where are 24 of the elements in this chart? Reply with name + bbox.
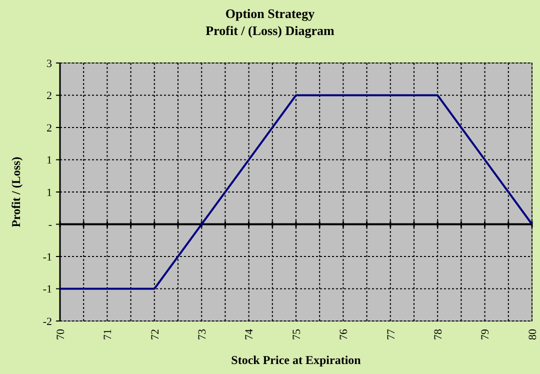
x-tick-label: 80 xyxy=(526,328,539,340)
y-axis-title: Profit / (Loss) xyxy=(9,156,23,228)
x-tick-label: 75 xyxy=(290,328,303,340)
y-tick-label: 2 xyxy=(46,90,52,102)
y-tick-label: - xyxy=(48,219,52,232)
x-tick-label: 78 xyxy=(432,328,444,340)
y-tick-label: -1 xyxy=(42,251,52,264)
chart-title: Option Strategy xyxy=(225,6,316,21)
y-tick-label: 1 xyxy=(46,154,52,167)
y-tick-label: 1 xyxy=(46,186,52,199)
x-tick-label: 77 xyxy=(385,328,398,340)
x-tick-label: 73 xyxy=(196,328,208,340)
y-tick-label: 3 xyxy=(46,58,52,70)
y-tick-label: 2 xyxy=(46,122,52,134)
x-tick-label: 71 xyxy=(102,329,114,340)
y-tick-label: -1 xyxy=(42,284,52,296)
x-tick-label: 79 xyxy=(480,328,492,340)
x-axis-title: Stock Price at Expiration xyxy=(231,353,362,367)
x-tick-label: 74 xyxy=(244,328,256,340)
x-tick-label: 76 xyxy=(338,328,350,340)
x-tick-label: 72 xyxy=(149,329,162,340)
y-tick-label: -2 xyxy=(42,316,52,328)
x-tick-label: 70 xyxy=(54,328,67,340)
chart-subtitle: Profit / (Loss) Diagram xyxy=(206,23,334,38)
